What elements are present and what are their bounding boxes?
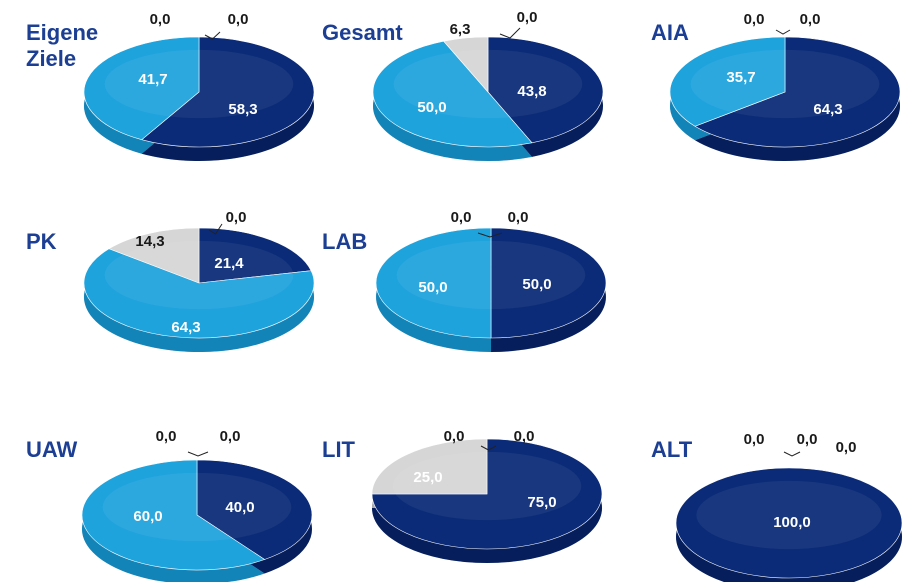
pie-title-gesamt: Gesamt	[322, 20, 403, 45]
data-label: 50,0	[522, 276, 551, 293]
pie-chart: 21,4 64,3 14,3 0,0	[83, 209, 315, 352]
pie-title-uaw: UAW	[26, 437, 78, 462]
data-label: 75,0	[527, 494, 556, 511]
data-label: 64,3	[813, 101, 842, 118]
data-label: 50,0	[417, 99, 446, 116]
pie-chart: 50,0 50,0 0,0 0,0	[375, 209, 607, 352]
data-label: 0,0	[156, 428, 177, 445]
pie-slice	[198, 227, 312, 284]
pie-slice	[443, 36, 489, 93]
pie-highlight	[393, 49, 583, 119]
leader-line	[480, 445, 497, 451]
data-label: 0,0	[150, 11, 171, 28]
data-label: 21,4	[214, 255, 244, 272]
data-label: 14,3	[135, 233, 164, 250]
leader-line	[208, 223, 223, 235]
data-label: 58,3	[228, 101, 257, 118]
data-label: 0,0	[744, 11, 765, 28]
pie-highlight	[392, 451, 582, 521]
pie-slice	[83, 248, 315, 339]
pie-title-alt: ALT	[651, 437, 693, 462]
data-label: 0,0	[451, 209, 472, 226]
leader-line	[187, 451, 209, 457]
pie-highlight	[104, 240, 294, 310]
pie-slice	[81, 459, 266, 571]
data-label: 0,0	[220, 428, 241, 445]
data-label: 0,0	[514, 428, 535, 445]
pie-slice	[375, 227, 492, 339]
pie-chart: 40,0 60,0 0,0 0,0	[81, 428, 313, 584]
pie-slice	[83, 36, 200, 141]
pie-highlight	[104, 49, 294, 119]
pie-highlight	[396, 240, 586, 310]
pie-highlight	[696, 480, 882, 550]
leader-line	[783, 451, 801, 457]
pie-slice	[371, 438, 603, 550]
data-label: 25,0	[413, 469, 442, 486]
data-label: 0,0	[444, 428, 465, 445]
pie-slice	[196, 459, 313, 560]
data-label: 43,8	[517, 83, 546, 100]
pie-chart: 75,0 25,0 0,0 0,0	[371, 428, 603, 563]
pie-slice	[669, 36, 786, 127]
pie-title-eigene-ziele: Eigene Ziele	[26, 20, 98, 72]
data-label: 64,3	[171, 319, 200, 336]
leader-line	[477, 232, 503, 238]
pie-chart: 43,8 50,0 6,3 0,0	[372, 9, 604, 161]
data-label: 0,0	[228, 11, 249, 28]
data-label: 0,0	[226, 209, 247, 226]
pie-title-lab: LAB	[322, 229, 368, 254]
data-label: 0,0	[797, 431, 818, 448]
data-label: 35,7	[726, 69, 755, 86]
data-label: 0,0	[517, 9, 538, 26]
data-label: 40,0	[225, 499, 254, 516]
data-label: 60,0	[133, 508, 162, 525]
pie-title-aia: AIA	[651, 20, 689, 45]
data-label: 0,0	[508, 209, 529, 226]
data-label: 0,0	[800, 11, 821, 28]
pie-slice	[487, 36, 604, 144]
leader-line	[204, 31, 221, 40]
pie-title-lit: LIT	[322, 437, 355, 462]
data-label: 41,7	[138, 71, 167, 88]
pie-slice	[490, 227, 607, 339]
leader-line	[775, 29, 791, 35]
data-label: 50,0	[418, 279, 447, 296]
pie-title-line: Ziele	[26, 46, 77, 71]
pie-slice	[694, 36, 901, 148]
pie-slice	[108, 227, 200, 284]
pie-title-line: Eigene	[26, 20, 99, 45]
pie-slice	[371, 438, 488, 495]
data-label: 6,3	[450, 21, 471, 38]
pie-slice	[372, 40, 533, 148]
leader-line	[499, 27, 521, 39]
data-label: 0,0	[744, 431, 765, 448]
pie-chart: 100,0 0,0 0,0 0,0	[675, 431, 903, 587]
pie-slice	[675, 467, 903, 579]
pie-highlight	[102, 472, 292, 542]
pie-slice	[141, 36, 315, 148]
pie-title-pk: PK	[26, 229, 57, 254]
data-label: 100,0	[773, 514, 811, 531]
pie-chart: 58,3 41,7 0,0 0,0	[83, 11, 315, 161]
pie-highlight	[690, 49, 880, 119]
pie-chart: 64,3 35,7 0,0 0,0	[669, 11, 901, 161]
data-label: 0,0	[836, 439, 857, 456]
